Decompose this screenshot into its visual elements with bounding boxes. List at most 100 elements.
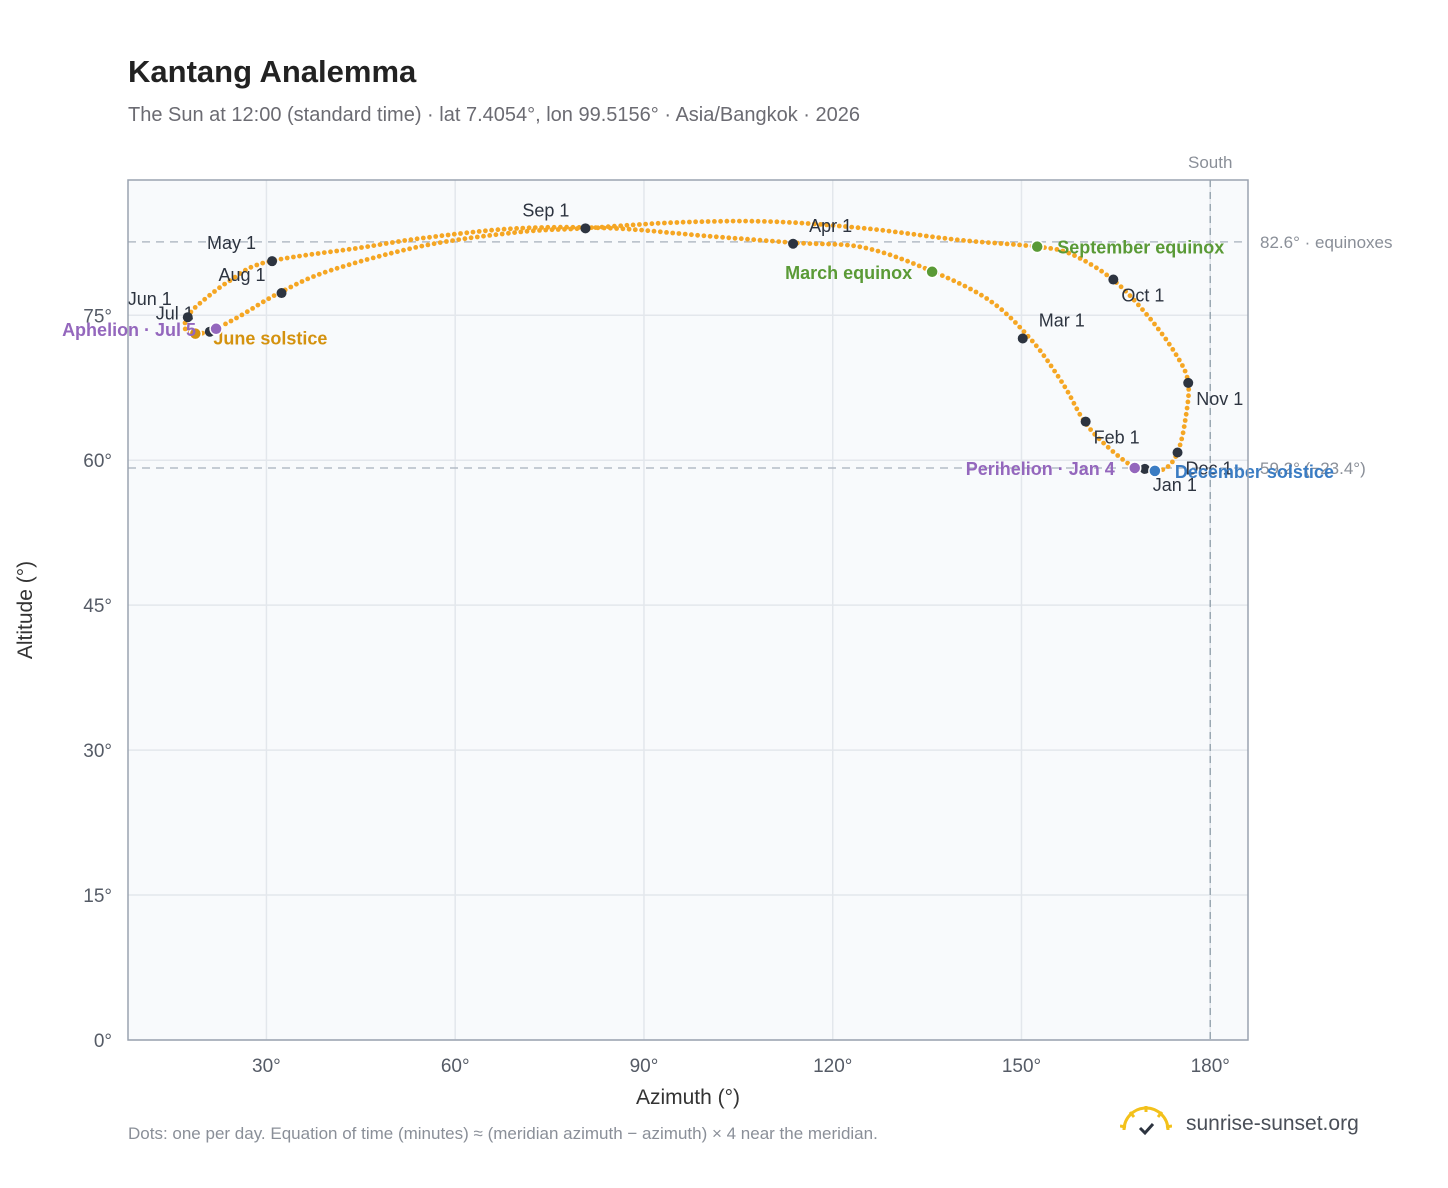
month-marker-dot	[182, 312, 193, 323]
event-marker-dot	[209, 322, 223, 336]
daily-sun-dot	[984, 296, 990, 301]
daily-sun-dot	[1055, 373, 1061, 379]
daily-sun-dot	[334, 265, 340, 271]
daily-sun-dot	[414, 236, 420, 242]
daily-sun-dot	[832, 241, 838, 247]
daily-sun-dot	[693, 219, 698, 225]
daily-sun-dot	[973, 239, 979, 245]
daily-sun-dot	[1186, 387, 1192, 392]
daily-sun-dot	[1176, 357, 1182, 363]
daily-sun-dot	[637, 222, 642, 227]
daily-sun-dot	[396, 239, 401, 244]
month-marker-dot	[580, 223, 591, 234]
daily-sun-dot	[1077, 411, 1083, 417]
daily-sun-dot	[489, 227, 494, 233]
daily-sun-dot	[799, 220, 805, 226]
daily-sun-dot	[266, 296, 272, 302]
daily-sun-dot	[1165, 464, 1171, 469]
daily-sun-dot	[824, 222, 830, 228]
daily-sun-dot	[1029, 338, 1035, 344]
month-marker-dot	[1080, 416, 1091, 427]
month-marker-dot	[1017, 333, 1028, 344]
daily-sun-dot	[1094, 265, 1099, 271]
daily-sun-dot	[1173, 352, 1179, 358]
event-label: June solstice	[213, 329, 327, 349]
daily-sun-dot	[518, 229, 524, 235]
daily-sun-dot	[695, 232, 700, 238]
daily-sun-dot	[1123, 288, 1128, 294]
daily-sun-dot	[1065, 389, 1071, 395]
daily-sun-dot	[676, 231, 682, 236]
daily-sun-dot	[1127, 293, 1133, 299]
daily-sun-dot	[260, 260, 266, 266]
event-label: Aphelion · Jul 5	[62, 320, 196, 340]
daily-sun-dot	[687, 219, 692, 225]
daily-sun-dot	[530, 228, 536, 234]
daily-sun-dot	[1182, 418, 1188, 423]
month-marker-dot	[1139, 463, 1150, 474]
daily-sun-dot	[352, 260, 358, 266]
daily-sun-dot	[278, 256, 284, 262]
daily-sun-dot	[1166, 341, 1172, 347]
daily-sun-dot	[951, 278, 957, 284]
month-marker-dot	[1108, 274, 1119, 285]
daily-sun-dot	[875, 248, 881, 254]
daily-sun-dot	[989, 299, 995, 305]
daily-sun-dot	[340, 264, 346, 269]
daily-sun-dot	[645, 228, 651, 234]
brand[interactable]: sunrise-sunset.org	[1120, 1104, 1359, 1144]
y-tick-label: 60°	[83, 451, 112, 472]
south-label: South	[1188, 153, 1232, 172]
daily-sun-dot	[358, 258, 364, 264]
daily-sun-dot	[395, 249, 400, 255]
daily-sun-dot	[751, 237, 757, 243]
daily-sun-dot	[942, 235, 948, 241]
sun-logo-icon	[1120, 1106, 1172, 1136]
daily-sun-dot	[651, 228, 657, 234]
daily-sun-dot	[543, 227, 549, 233]
daily-sun-dot	[838, 242, 844, 248]
daily-sun-dot	[732, 235, 738, 241]
daily-sun-dot	[388, 250, 394, 256]
daily-sun-dot	[1179, 436, 1185, 442]
daily-sun-dot	[487, 233, 493, 238]
event-marker-dot	[1030, 239, 1044, 254]
daily-sun-dot	[962, 283, 968, 289]
daily-sun-dot	[321, 250, 327, 256]
daily-sun-dot	[227, 278, 233, 284]
daily-sun-dot	[271, 293, 277, 298]
daily-sun-dot	[930, 234, 935, 240]
daily-sun-dot	[1004, 311, 1009, 317]
daily-sun-dot	[445, 232, 451, 238]
daily-sun-dot	[474, 234, 480, 240]
daily-sun-dot	[874, 227, 879, 233]
daily-sun-dot	[309, 251, 315, 257]
daily-sun-dot	[260, 299, 266, 305]
daily-sun-dot	[730, 218, 736, 224]
daily-sun-dot	[820, 241, 825, 247]
daily-sun-dot	[284, 255, 290, 261]
daily-sun-dot	[562, 226, 567, 232]
daily-sun-dot	[649, 221, 655, 227]
brand-name[interactable]: sunrise-sunset.org	[1186, 1112, 1359, 1135]
daily-sun-dot	[328, 267, 334, 273]
y-tick-label: 75°	[83, 306, 112, 327]
event-label: March equinox	[785, 263, 912, 283]
daily-sun-dot	[291, 254, 296, 260]
daily-sun-dot	[624, 222, 630, 228]
daily-sun-dot	[250, 306, 256, 311]
daily-sun-dot	[632, 227, 638, 233]
reference-altitude-label: 59.2° (−23.4°)	[1260, 459, 1366, 478]
daily-sun-dot	[1092, 431, 1098, 437]
daily-sun-dot	[1185, 399, 1191, 405]
daily-sun-dot	[383, 241, 389, 246]
daily-sun-dot	[979, 239, 985, 245]
daily-sun-dot	[1062, 384, 1068, 390]
daily-sun-dot	[911, 261, 916, 266]
daily-sun-dot	[451, 231, 457, 237]
daily-sun-dot	[288, 284, 294, 290]
daily-sun-dot	[315, 251, 321, 256]
y-axis-label: Altitude (°)	[14, 561, 37, 659]
daily-sun-dot	[749, 218, 755, 224]
